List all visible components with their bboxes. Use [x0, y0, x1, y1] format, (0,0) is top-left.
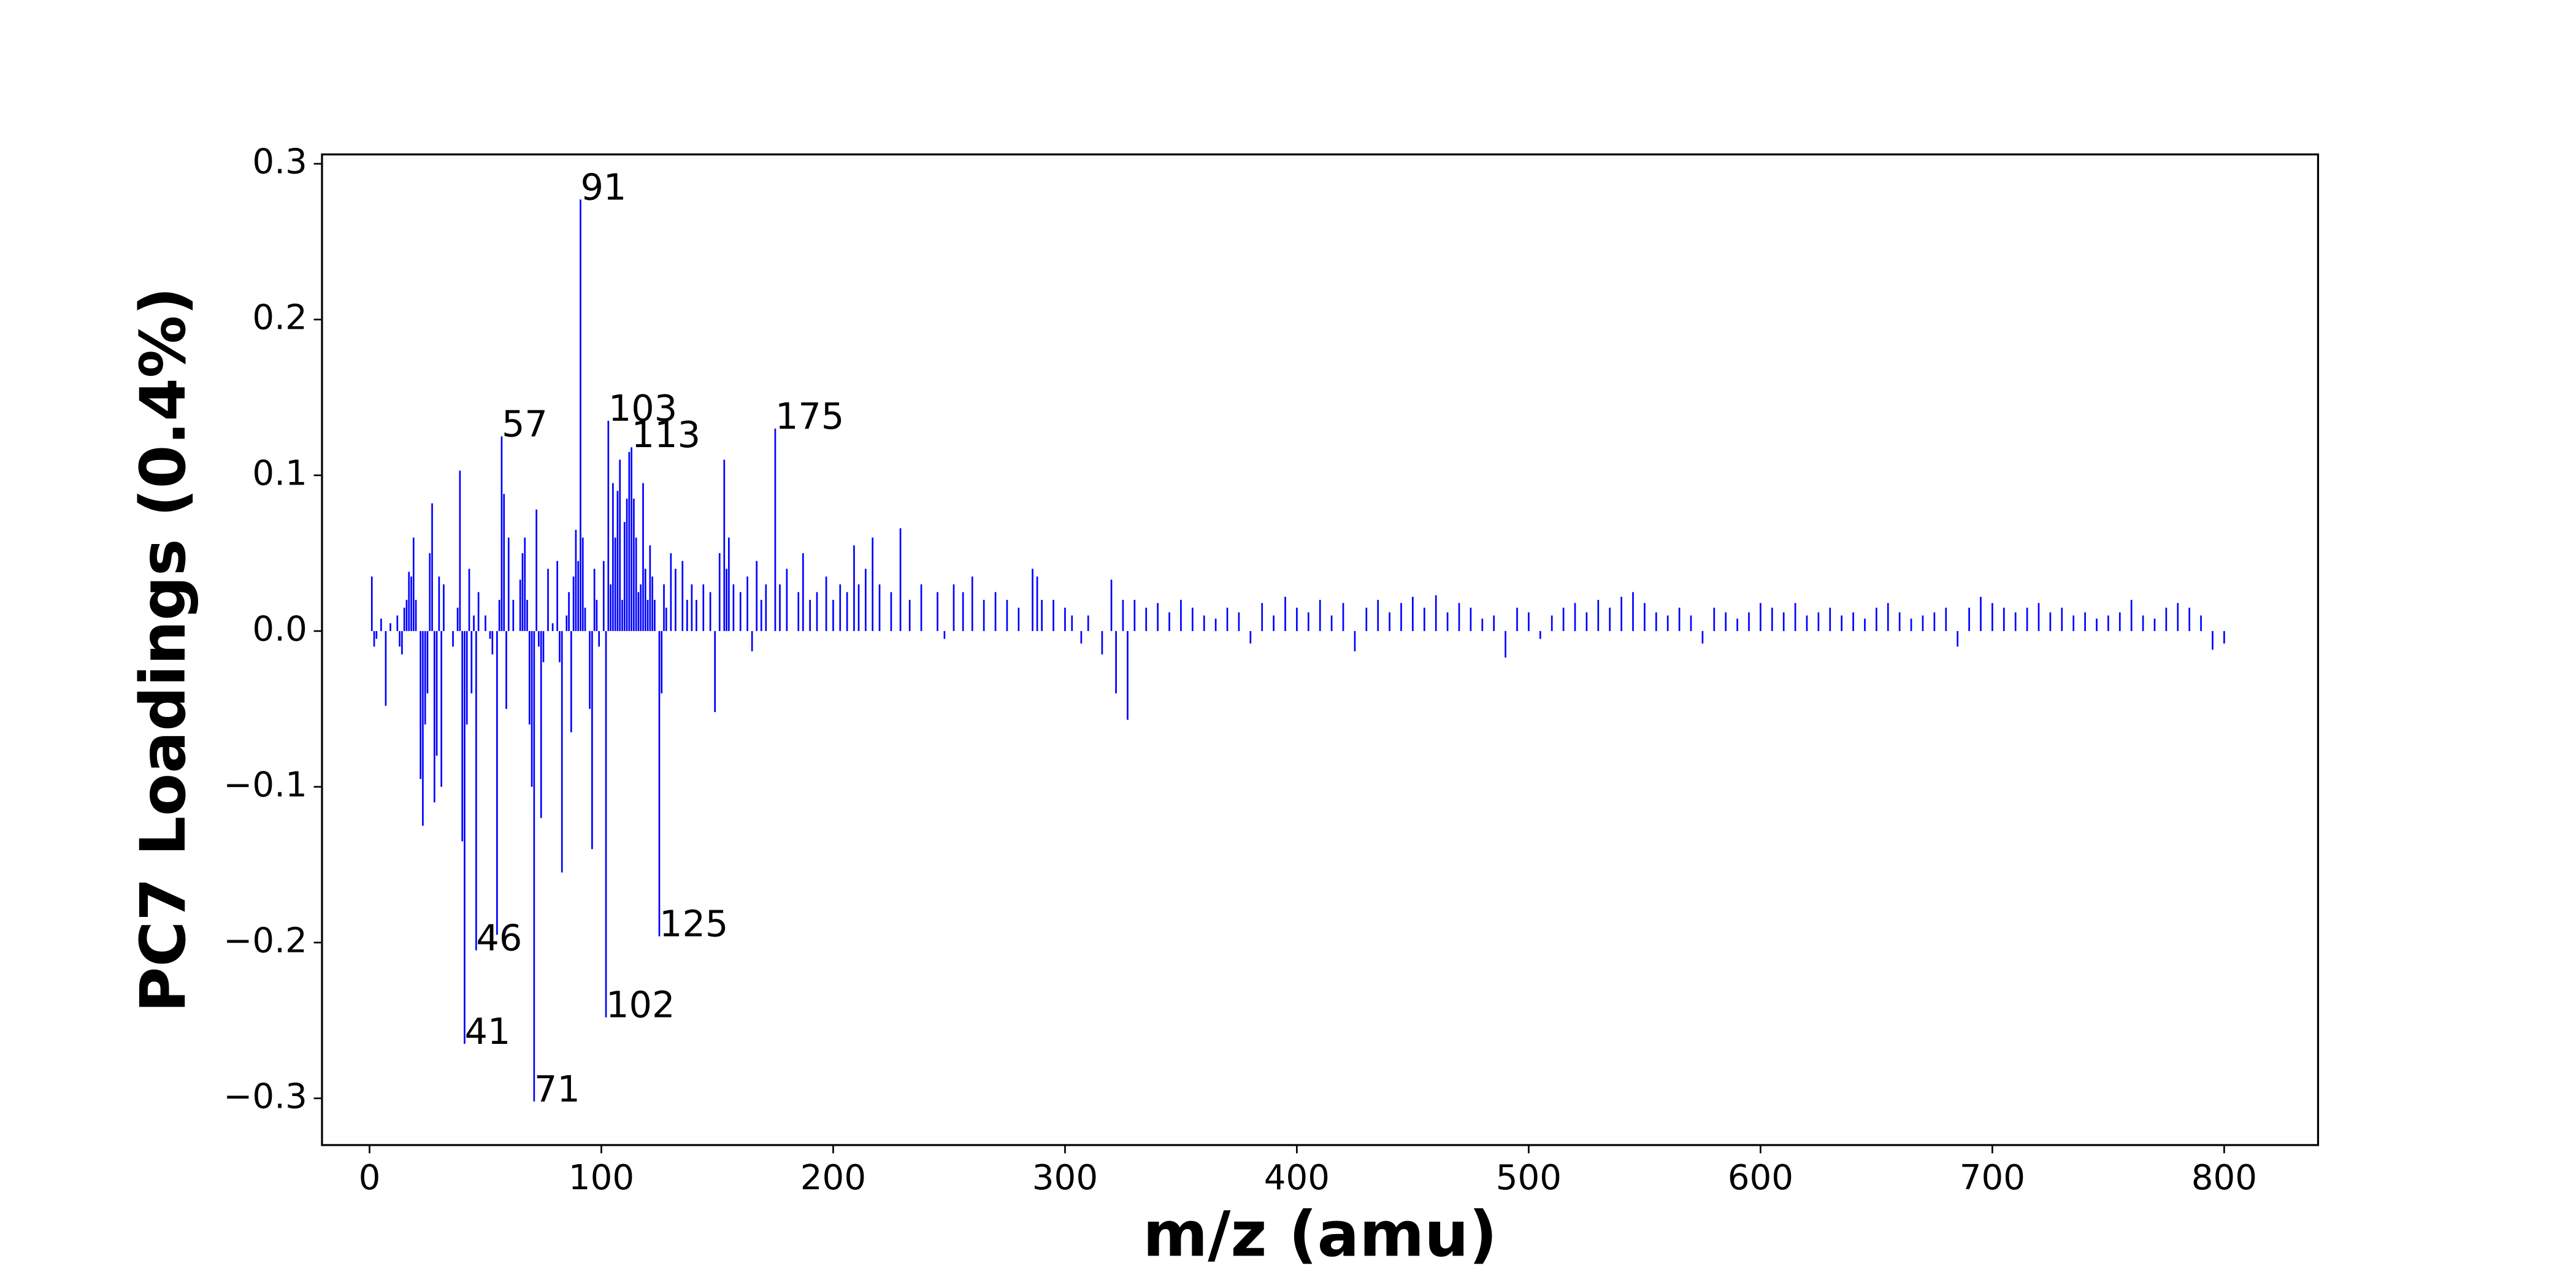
y-tick-label: 0.3 — [252, 142, 307, 182]
peak-annotation: 91 — [580, 166, 626, 208]
x-tick-label: 400 — [1264, 1158, 1330, 1198]
y-tick-label: 0.0 — [252, 610, 307, 650]
peak-annotation: 41 — [464, 1010, 510, 1052]
x-tick-label: 100 — [569, 1158, 634, 1198]
peak-annotation: 125 — [659, 903, 728, 945]
x-tick-label: 500 — [1496, 1158, 1562, 1198]
x-tick-label: 800 — [2191, 1158, 2257, 1198]
peak-annotation: 57 — [502, 402, 548, 445]
axes-frame — [321, 153, 2320, 1146]
peak-annotation: 46 — [476, 917, 522, 959]
x-tick-label: 200 — [800, 1158, 866, 1198]
x-tick-label: 0 — [359, 1158, 381, 1198]
peak-annotation: 102 — [606, 984, 675, 1026]
x-axis-label: m/z (amu) — [1143, 1198, 1497, 1271]
y-tick-label: 0.2 — [252, 298, 307, 338]
peak-annotation: 113 — [632, 413, 700, 456]
y-axis-label: PC7 Loadings (0.4%) — [128, 287, 200, 1013]
y-tick-label: −0.2 — [223, 921, 307, 960]
y-tick-label: 0.1 — [252, 454, 307, 494]
peak-annotation: 71 — [534, 1068, 580, 1110]
plot-area — [370, 199, 2225, 1102]
x-tick-label: 300 — [1032, 1158, 1098, 1198]
y-tick-label: −0.3 — [223, 1076, 307, 1116]
x-tick-label: 600 — [1728, 1158, 1793, 1198]
y-tick-label: −0.1 — [223, 765, 307, 805]
peak-annotation: 103 — [608, 387, 677, 429]
peak-annotation: 175 — [775, 395, 844, 437]
x-tick-label: 700 — [1960, 1158, 2025, 1198]
